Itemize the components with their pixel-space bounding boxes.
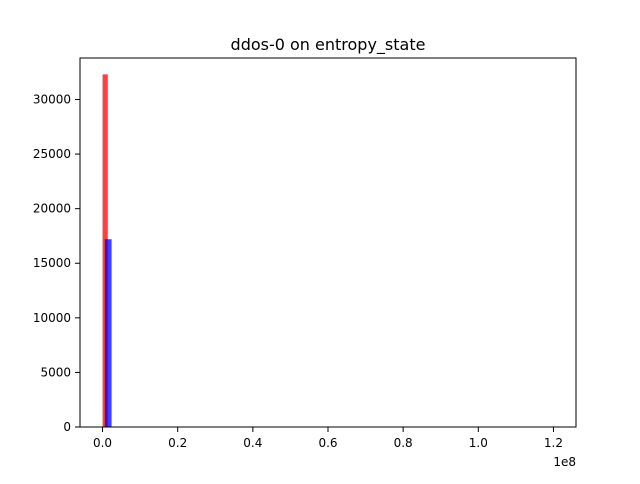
- x-tick-label: 1.2: [544, 436, 563, 450]
- bars-layer: [102, 74, 112, 428]
- x-tick-label: 1.0: [469, 436, 488, 450]
- x-offset-label: 1e8: [553, 455, 576, 469]
- x-tick-label: 0.0: [93, 436, 112, 450]
- y-tick-label: 20000: [33, 202, 71, 216]
- y-tick-label: 25000: [33, 147, 71, 161]
- x-tick-label: 0.6: [318, 436, 337, 450]
- plot-frame: [79, 57, 577, 428]
- x-tick-label: 0.2: [168, 436, 187, 450]
- y-axis: 0 5000 10000 15000 20000 25000 30000: [33, 92, 80, 434]
- x-axis: 0.0 0.2 0.4 0.6 0.8 1.0 1.2: [93, 427, 563, 450]
- y-tick-label: 0: [63, 420, 71, 434]
- y-tick-label: 10000: [33, 311, 71, 325]
- chart-title: ddos-0 on entropy_state: [231, 35, 426, 55]
- y-tick-label: 30000: [33, 92, 71, 106]
- histogram-bar-series-1-bin-0: [104, 239, 112, 427]
- x-tick-label: 0.8: [394, 436, 413, 450]
- x-tick-label: 0.4: [243, 436, 262, 450]
- y-tick-label: 15000: [33, 256, 71, 270]
- y-tick-label: 5000: [40, 365, 71, 379]
